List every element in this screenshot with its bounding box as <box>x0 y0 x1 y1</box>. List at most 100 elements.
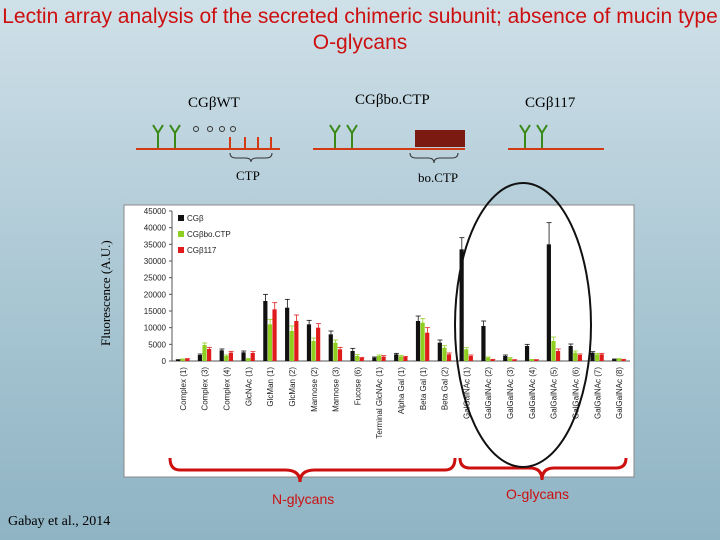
y-tick-label: 30000 <box>144 257 167 266</box>
boctp-brace <box>409 152 459 164</box>
bar-3 <box>316 327 321 361</box>
construct-label-117: CGβ117 <box>525 95 576 111</box>
category-label: Beta Gal (2) <box>441 367 450 410</box>
bar-2 <box>376 356 382 361</box>
bar-1 <box>394 354 399 361</box>
category-label: GalGalNAc (2) <box>484 367 493 419</box>
category-label: GalGalNAc (7) <box>593 367 602 419</box>
bar-1 <box>263 301 268 361</box>
legend-label-1: CGβ <box>187 214 204 223</box>
wt-o-glycan-circles <box>193 126 236 132</box>
bar-2 <box>573 352 578 361</box>
bar-3 <box>425 332 430 361</box>
bar-2 <box>529 359 534 361</box>
bar-1 <box>328 334 333 361</box>
bar-3 <box>468 356 473 361</box>
legend-swatch-3 <box>178 247 184 253</box>
bar-1 <box>590 352 595 361</box>
legend-label-2: CGβbo.CTP <box>187 230 231 239</box>
bar-2 <box>246 359 251 361</box>
bar-2 <box>420 322 425 361</box>
o-glycans-bracket <box>458 457 628 481</box>
slide-title: Lectin array analysis of the secreted ch… <box>2 5 718 54</box>
construct-label-boctp: CGβbo.CTP <box>355 92 430 108</box>
bar-2 <box>202 345 207 361</box>
category-label: Alpha Gal (1) <box>397 367 406 414</box>
bar-3 <box>228 352 234 361</box>
bar-2 <box>464 349 469 361</box>
boctp-region-box <box>415 130 465 147</box>
bar-1 <box>459 249 464 361</box>
category-label: GlcMan (1) <box>266 367 275 407</box>
bar-2 <box>551 341 556 361</box>
bar-1 <box>350 351 355 361</box>
bar-1 <box>372 357 377 361</box>
bar-1 <box>524 346 530 361</box>
bar-3 <box>534 360 539 361</box>
bar-2 <box>180 359 185 361</box>
category-label: GlcNAc (1) <box>244 367 253 406</box>
bar-2 <box>594 354 600 361</box>
bar-3 <box>185 359 190 361</box>
bar-3 <box>359 358 364 361</box>
o-glycans-highlight-ellipse <box>454 182 592 468</box>
category-label: Beta Gal (1) <box>419 367 428 410</box>
bar-3 <box>403 357 408 361</box>
bar-1 <box>219 350 224 361</box>
bar-1 <box>481 326 486 361</box>
bar-3 <box>446 354 452 361</box>
wt-ctp-sites <box>229 137 272 149</box>
y-tick-label: 10000 <box>144 324 167 333</box>
bar-1 <box>612 359 617 361</box>
bar-2 <box>224 356 229 361</box>
bar-2 <box>398 356 403 361</box>
bar-2 <box>442 347 447 361</box>
category-label: Mannose (2) <box>310 367 319 412</box>
category-label: Complex (1) <box>179 367 188 411</box>
bar-3 <box>337 349 343 361</box>
bar-3 <box>272 309 277 361</box>
y-tick-label: 0 <box>162 357 167 366</box>
bar-2 <box>616 359 621 361</box>
bar-1 <box>176 360 181 361</box>
bar-1 <box>568 346 573 361</box>
citation: Gabay et al., 2014 <box>8 514 111 529</box>
ctp-brace <box>229 152 273 163</box>
n-glycans-bracket <box>168 457 457 483</box>
bar-1 <box>415 321 421 361</box>
bar-2 <box>333 342 338 361</box>
chart-area: 0 5000 10000 15000 20000 25000 30000 35000 40000… <box>144 207 630 439</box>
boctp-region-label: bo.CTP <box>418 170 459 185</box>
ctp-region-label: CTP <box>236 168 260 183</box>
y-tick-label: 25000 <box>144 274 167 283</box>
bar-3 <box>512 360 517 361</box>
boctp-n-glycan-icons <box>329 124 358 148</box>
category-label: GalGalNAc (8) <box>615 367 624 419</box>
bar-1 <box>437 342 442 361</box>
category-label: Mannose (3) <box>332 367 341 412</box>
bar-3 <box>577 355 582 361</box>
o-glycans-label: O-glycans <box>506 486 570 502</box>
y-tick-label: 45000 <box>144 207 167 216</box>
n-glycans-label: N-glycans <box>272 491 335 507</box>
legend-swatch-2 <box>178 231 184 237</box>
y-tick-label: 5000 <box>148 340 166 349</box>
bar-2 <box>267 324 273 361</box>
category-label: Complex (3) <box>201 367 210 411</box>
y-tick-label: 40000 <box>144 224 167 233</box>
y-tick-label: 20000 <box>144 290 167 299</box>
category-label: Fucose (6) <box>353 367 362 406</box>
category-label: Complex (4) <box>223 367 232 411</box>
bar-3 <box>207 349 212 361</box>
bar-2 <box>507 358 512 361</box>
bar-1 <box>306 324 312 361</box>
bar-3 <box>621 359 626 361</box>
y-tick-label: 15000 <box>144 307 167 316</box>
bar-2 <box>311 341 316 361</box>
category-label: GalGalNAc (6) <box>571 367 580 419</box>
bar-1 <box>503 356 508 361</box>
legend-label-3: CGβ117 <box>187 246 217 255</box>
c117-n-glycan-icons <box>519 124 548 148</box>
construct-label-wt: CGβWT <box>188 95 240 111</box>
wt-n-glycan-icons <box>152 124 181 148</box>
